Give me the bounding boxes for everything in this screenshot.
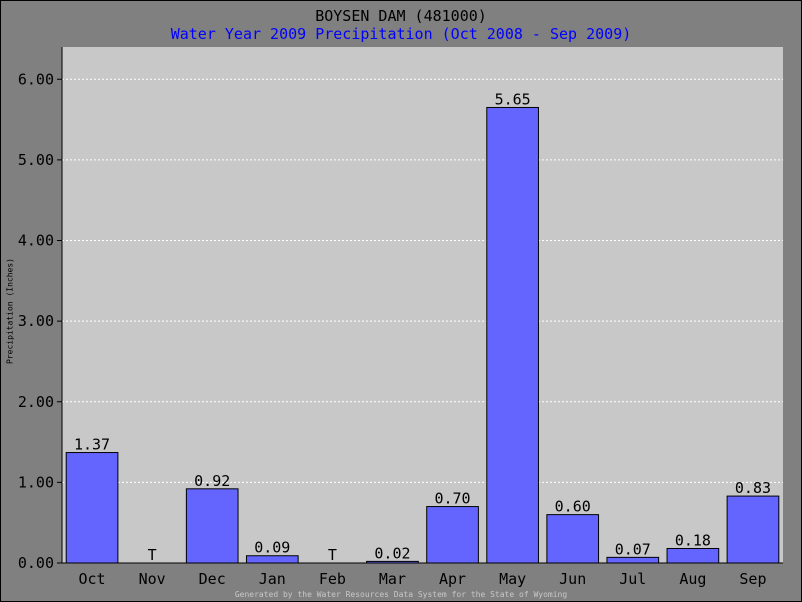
chart-title: BOYSEN DAM (481000): [315, 7, 487, 25]
y-tick-label: 3.00: [18, 312, 54, 330]
data-label-jan: 0.09: [254, 539, 290, 557]
x-tick-label-jun: Jun: [559, 570, 586, 588]
data-label-feb: T: [328, 546, 337, 564]
x-tick-label-jan: Jan: [259, 570, 286, 588]
bar-dec: [185, 488, 239, 564]
data-label-nov: T: [148, 546, 157, 564]
data-label-jul: 0.07: [615, 540, 651, 558]
bar-jun: [546, 514, 600, 564]
y-tick-label: 6.00: [18, 70, 54, 88]
data-label-aug: 0.18: [675, 531, 711, 549]
data-label-may: 5.65: [495, 90, 531, 108]
data-label-oct: 1.37: [74, 436, 110, 454]
y-tick-label: 0.00: [18, 554, 54, 572]
y-tick-label: 4.00: [18, 232, 54, 250]
data-label-sep: 0.83: [735, 479, 771, 497]
x-tick-label-oct: Oct: [78, 570, 105, 588]
footer-credit: Generated by the Water Resources Data Sy…: [234, 590, 568, 599]
bar-may: [486, 106, 539, 564]
y-tick-label: 5.00: [18, 151, 54, 169]
x-tick-label-may: May: [499, 570, 526, 588]
data-label-apr: 0.70: [434, 490, 470, 508]
data-label-dec: 0.92: [194, 472, 230, 490]
x-tick-label-nov: Nov: [139, 570, 166, 588]
bar-sep: [726, 495, 780, 564]
bar-jan: [245, 555, 299, 564]
data-label-mar: 0.02: [374, 544, 410, 562]
bar-aug: [666, 547, 720, 564]
chart-subtitle: Water Year 2009 Precipitation (Oct 2008 …: [170, 25, 632, 43]
x-tick-label-dec: Dec: [199, 570, 226, 588]
bar-apr: [426, 506, 479, 564]
data-label-jun: 0.60: [555, 498, 591, 516]
plot-area: [62, 47, 783, 563]
y-tick-label: 2.00: [18, 393, 54, 411]
x-tick-label-apr: Apr: [439, 570, 466, 588]
bar-oct: [65, 452, 119, 564]
x-tick-label-feb: Feb: [319, 570, 346, 588]
x-tick-label-mar: Mar: [379, 570, 406, 588]
y-tick-label: 1.00: [18, 473, 54, 491]
x-tick-label-sep: Sep: [739, 570, 766, 588]
x-tick-label-aug: Aug: [679, 570, 706, 588]
x-tick-label-jul: Jul: [619, 570, 646, 588]
